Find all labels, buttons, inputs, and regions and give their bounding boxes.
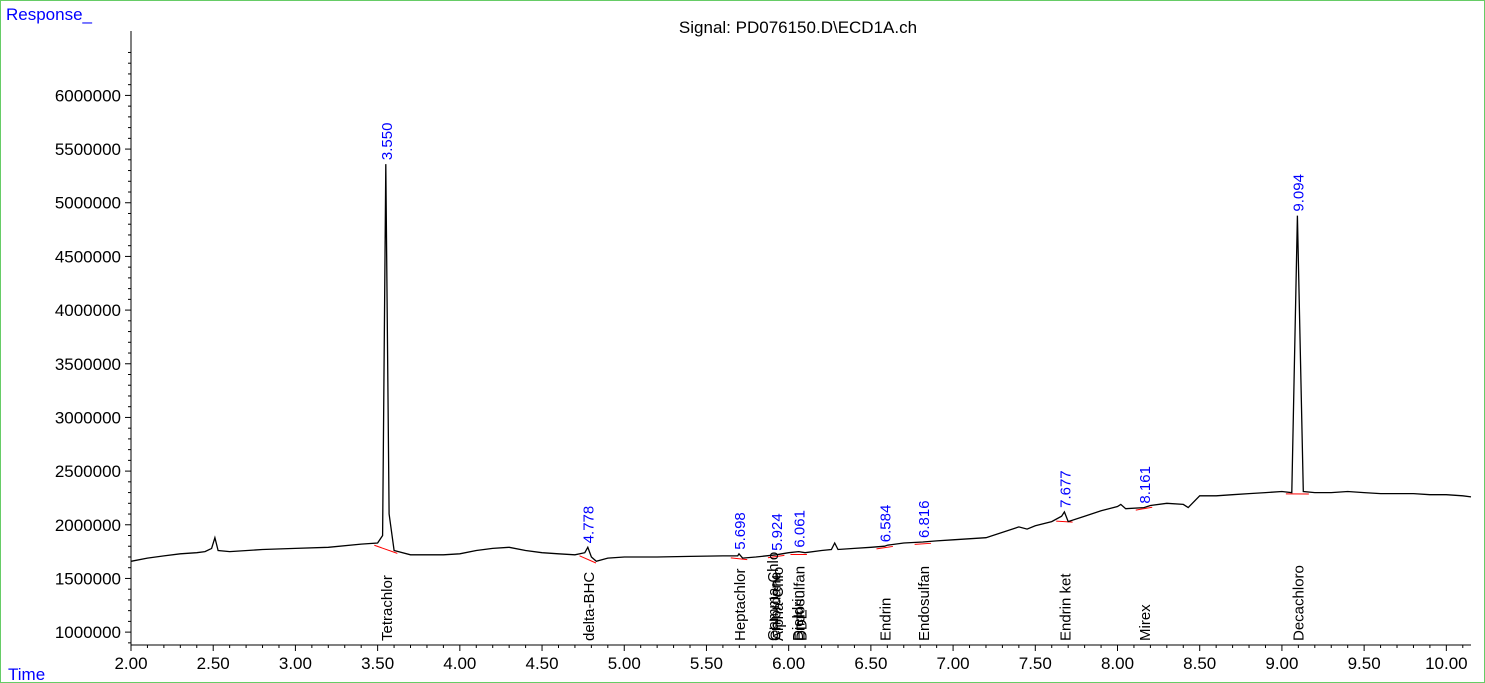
peak-labels: 3.550 4.778 5.698 5.924 6.061 6.584 6.816 7.677…	[379, 123, 1308, 551]
peak-baseline	[374, 544, 398, 554]
signal-trace	[130, 164, 1472, 563]
y-tick-label: 3500000	[55, 355, 121, 374]
compound-label: Endosulfan	[916, 566, 933, 641]
peak-baseline	[579, 555, 597, 564]
peak-rt-label: 5.924	[769, 513, 786, 551]
peak-rt-label: 5.698	[732, 512, 749, 550]
signal-line	[130, 164, 1472, 563]
compound-label: Endrin	[878, 598, 895, 641]
peak-rt-label: 9.094	[1290, 174, 1307, 212]
x-tick-label: 5.00	[608, 654, 641, 673]
compound-label: delta-BHC	[581, 572, 598, 641]
compound-label: Chlordane	[768, 572, 785, 641]
peak-rt-label: 7.677	[1057, 470, 1074, 508]
x-tick-label: 2.00	[114, 654, 147, 673]
x-tick-label: 4.00	[443, 654, 476, 673]
compound-label: Mirex	[1137, 604, 1154, 641]
x-tick-label: 9.50	[1348, 654, 1381, 673]
x-tick-label: 7.50	[1019, 654, 1052, 673]
x-tick-label: 7.00	[937, 654, 970, 673]
x-tick-label: 5.50	[690, 654, 723, 673]
axes: 1000000 1500000 2000000 2500000 3000000 35000…	[55, 31, 1471, 673]
peak-rt-label: 6.816	[916, 500, 933, 538]
y-axis-label: Response_	[6, 5, 93, 24]
integration-baselines	[374, 493, 1309, 564]
compound-label: Dieldrin	[790, 590, 807, 641]
peak-baseline	[730, 557, 748, 561]
x-axis-label: Time	[8, 665, 45, 682]
peak-rt-label: 6.061	[792, 510, 809, 548]
y-tick-label: 1500000	[55, 569, 121, 588]
x-tick-label: 9.00	[1265, 654, 1298, 673]
y-tick-label: 4000000	[55, 301, 121, 320]
y-tick-label: 2000000	[55, 516, 121, 535]
peak-baseline	[914, 542, 932, 545]
y-tick-label: 1000000	[55, 623, 121, 642]
peak-baseline	[1056, 520, 1073, 523]
peak-rt-label: 8.161	[1137, 466, 1154, 504]
compound-label: Endosulfan	[792, 566, 809, 641]
chart-title: Signal: PD076150.D\ECD1A.ch	[679, 18, 917, 37]
compound-label: Heptachlor	[732, 568, 749, 641]
x-tick-label: 6.50	[854, 654, 887, 673]
x-tick-label: 4.50	[525, 654, 558, 673]
peak-baseline	[767, 554, 785, 559]
peak-baseline	[876, 545, 893, 550]
compound-label: Gamma-Chlo	[765, 552, 782, 641]
y-tick-label: 3000000	[55, 408, 121, 427]
peak-rt-label: 4.778	[581, 506, 598, 544]
x-tick-label: 2.50	[197, 654, 230, 673]
y-tick-label: 5000000	[55, 194, 121, 213]
y-tick-label: 2500000	[55, 462, 121, 481]
compound-label: DDE	[794, 609, 811, 641]
compound-label: Alpha-Chlo	[770, 567, 787, 641]
peak-baseline	[1135, 506, 1153, 511]
peak-rt-label: 3.550	[379, 123, 396, 161]
peak-rt-label: 6.584	[878, 505, 895, 543]
compound-labels: Tetrachlor delta-BHC Heptachlor Gamma-ChloC…	[379, 552, 1308, 641]
x-tick-label: 3.00	[279, 654, 312, 673]
compound-label: Endrin ket	[1057, 573, 1074, 641]
x-tick-label: 8.50	[1183, 654, 1216, 673]
y-tick-label: 4500000	[55, 247, 121, 266]
compound-label: Tetrachlor	[379, 575, 396, 641]
compound-label: Decachloro	[1290, 565, 1307, 641]
x-tick-label: 8.00	[1101, 654, 1134, 673]
x-tick-label: 6.00	[772, 654, 805, 673]
y-tick-label: 6000000	[55, 86, 121, 105]
x-tick-label: 3.50	[361, 654, 394, 673]
x-tick-label: 10.00	[1425, 654, 1468, 673]
y-tick-label: 5500000	[55, 140, 121, 159]
